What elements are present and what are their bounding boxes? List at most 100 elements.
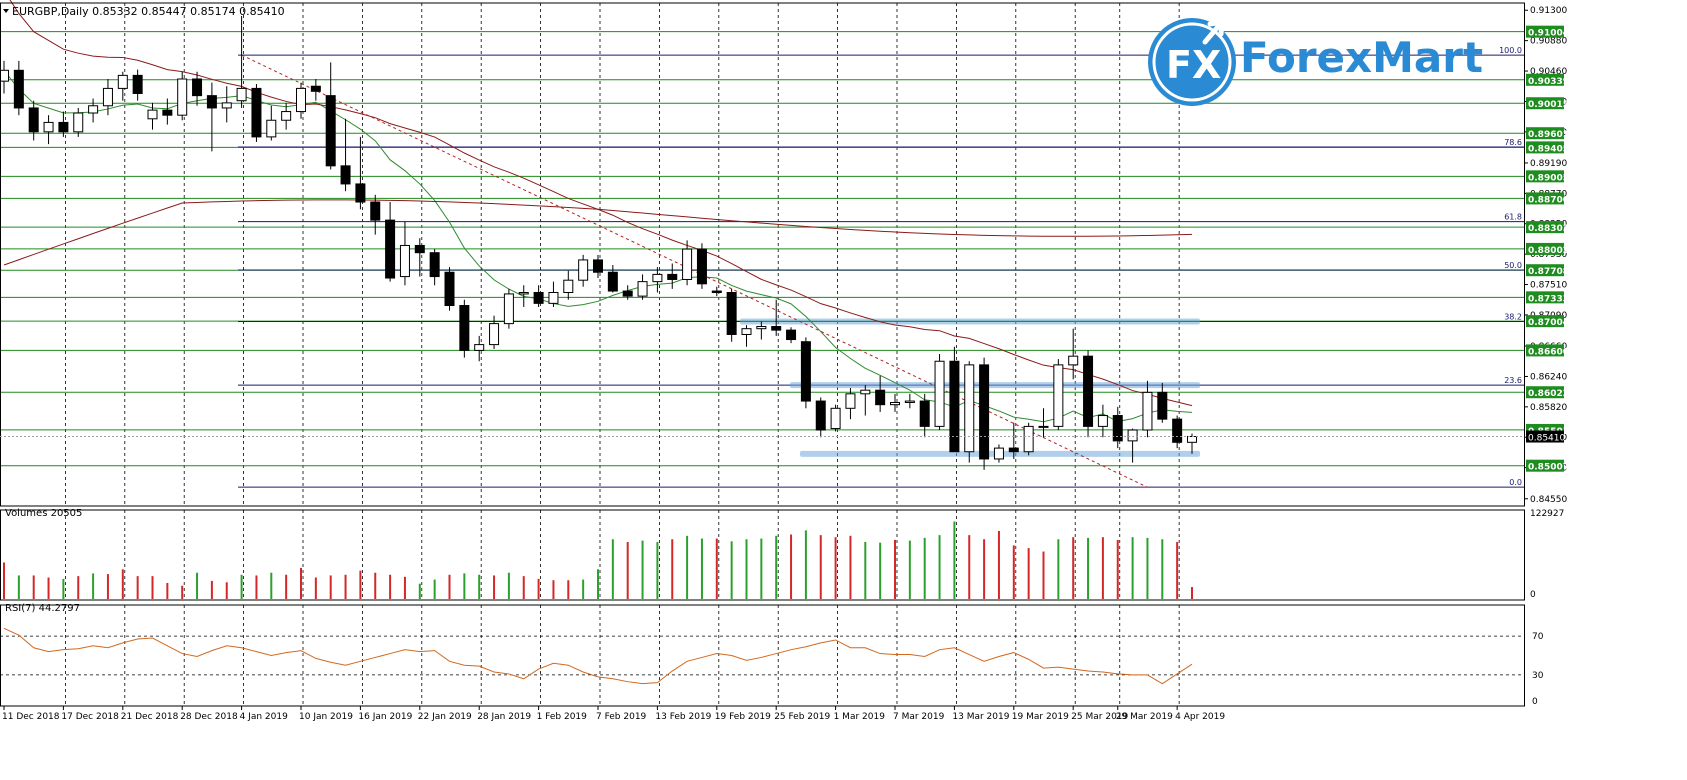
level-tag-label: 0.85007 <box>1528 463 1569 473</box>
candle-body <box>162 109 173 116</box>
candle-body <box>28 107 39 133</box>
candle <box>58 111 69 137</box>
candle <box>518 285 529 307</box>
forexmart-logo: FX ForexMart <box>1148 18 1483 106</box>
candle-body <box>58 121 69 133</box>
level-tag-label: 0.86600 <box>1528 347 1569 357</box>
candle-body <box>1097 415 1108 427</box>
date-tick-label: 10 Jan 2019 <box>299 712 353 722</box>
candle-body <box>281 111 292 121</box>
candle <box>845 388 856 420</box>
candle-body <box>1157 391 1168 420</box>
candle-body <box>741 328 752 335</box>
candle <box>1157 382 1168 423</box>
logo-brand: ForexMart <box>1240 33 1483 82</box>
price-tick-label: 0.84550 <box>1530 495 1567 505</box>
candle-body <box>845 393 856 409</box>
price-tick-label: 0.85820 <box>1530 403 1567 413</box>
candle <box>993 444 1004 463</box>
date-tick-label: 1 Mar 2019 <box>834 712 886 722</box>
date-tick-label: 25 Feb 2019 <box>774 712 830 722</box>
level-tag <box>1526 170 1564 183</box>
candle <box>548 281 559 307</box>
candle <box>474 335 485 362</box>
candle <box>296 82 306 119</box>
level-tag <box>1526 386 1564 399</box>
date-tick-label: 22 Jan 2019 <box>418 712 472 722</box>
candle <box>88 98 99 123</box>
candle <box>266 105 277 141</box>
candle-body <box>1127 429 1138 442</box>
candle-body <box>622 290 633 297</box>
level-tag <box>1526 264 1564 277</box>
level-tag-label: 0.86022 <box>1528 389 1569 399</box>
level-tag <box>1526 73 1564 86</box>
candle <box>221 86 232 123</box>
candle-body <box>696 248 707 285</box>
vertical-grid <box>65 3 1180 706</box>
candle <box>73 107 84 137</box>
candle <box>593 254 603 279</box>
price-tick-label: 0.87930 <box>1530 250 1567 260</box>
ma-long-line <box>3 199 1193 266</box>
candle <box>1008 422 1019 459</box>
level-tag <box>1526 242 1564 255</box>
level-tag <box>1526 25 1564 38</box>
candle <box>696 243 707 289</box>
logo-badge-inner <box>1152 22 1232 102</box>
candle-body <box>340 165 351 185</box>
candle-body <box>518 291 529 295</box>
candle-body <box>429 252 440 278</box>
candle-body <box>385 219 396 279</box>
candle <box>192 71 203 106</box>
level-tag <box>1526 221 1564 234</box>
highlight-zone <box>740 318 1200 325</box>
candle-body <box>919 400 930 427</box>
candle <box>1097 404 1108 438</box>
candle <box>964 361 975 463</box>
candle-body <box>934 360 945 427</box>
candle-body <box>13 69 24 109</box>
chart-header: EURGBP,Daily 0.85332 0.85447 0.85174 0.8… <box>12 5 285 18</box>
candle-body <box>860 389 871 395</box>
collapse-triangle-icon[interactable] <box>3 9 9 13</box>
candle <box>1038 408 1049 438</box>
candle-body <box>815 400 826 431</box>
candle-body <box>682 248 693 280</box>
date-tick-label: 28 Jan 2019 <box>477 712 531 722</box>
level-tag <box>1526 291 1564 304</box>
candle-body <box>310 85 321 92</box>
level-tag-label: 0.88002 <box>1528 246 1569 256</box>
fibonacci-label: 100.0 <box>1499 46 1522 55</box>
candle-body <box>102 87 113 107</box>
rsi-tick-label: 30 <box>1532 671 1544 681</box>
fibonacci-label: 78.6 <box>1504 138 1522 147</box>
candle <box>741 325 752 347</box>
date-tick-label: 19 Mar 2019 <box>1012 712 1069 722</box>
candle <box>771 299 782 336</box>
candle-body <box>964 364 975 453</box>
fibonacci-label: 23.6 <box>1504 376 1522 385</box>
candle-body <box>1142 391 1153 431</box>
price-tick-label: 0.91300 <box>1530 6 1567 16</box>
candle <box>251 84 262 142</box>
candle-body <box>147 109 158 120</box>
candle <box>860 385 871 416</box>
candle <box>800 337 811 409</box>
candle-body <box>1112 415 1123 442</box>
candle <box>919 393 930 438</box>
current-price-tag <box>1526 430 1564 443</box>
candle-body <box>459 305 470 351</box>
date-tick-label: 16 Jan 2019 <box>358 712 412 722</box>
candle-body <box>132 74 143 94</box>
candle-body <box>979 364 990 460</box>
candle-body <box>192 78 203 97</box>
candle-body <box>444 271 455 307</box>
candle-body <box>890 402 900 406</box>
volume-panel-border <box>0 509 1525 601</box>
candle-body <box>711 290 722 293</box>
fibonacci-label: 38.2 <box>1504 312 1522 321</box>
trendline <box>241 54 1148 488</box>
fibonacci-label: 0.0 <box>1509 478 1522 487</box>
candle <box>563 270 574 300</box>
